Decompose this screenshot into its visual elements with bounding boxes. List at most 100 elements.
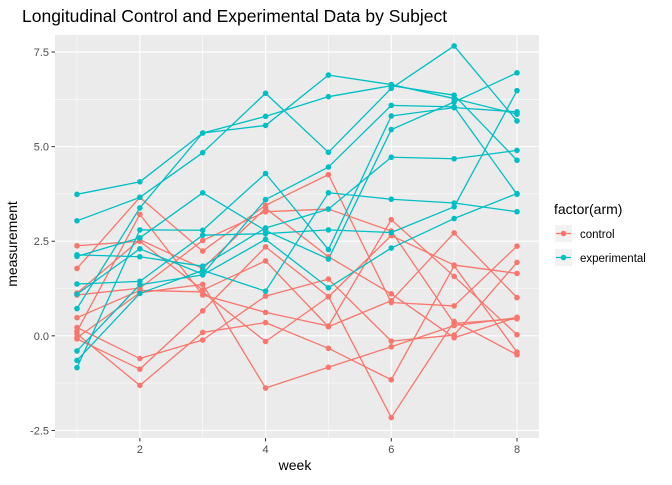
plot-panel: [55, 35, 539, 438]
data-point-control: [262, 205, 269, 212]
data-point-control: [514, 243, 520, 249]
data-point-control: [199, 308, 206, 314]
data-point-experimental: [137, 235, 143, 241]
y-axis: -2.5 0.0 2.5 5.0 7.5: [30, 47, 55, 437]
data-point-experimental: [262, 90, 269, 97]
data-point-control: [388, 344, 395, 350]
data-point-experimental: [514, 118, 520, 124]
x-tick-label: 4: [263, 444, 269, 456]
data-point-experimental: [388, 113, 395, 119]
data-point-control: [325, 323, 332, 329]
data-point-experimental: [262, 170, 269, 177]
data-point-experimental: [137, 290, 143, 297]
data-point-experimental: [199, 232, 206, 238]
series-line-experimental-19: [76, 149, 518, 267]
data-point-experimental: [325, 227, 332, 233]
data-point-control: [325, 345, 332, 352]
data-point-experimental: [199, 149, 206, 156]
data-point-experimental: [514, 70, 520, 76]
series-line-control-10: [76, 207, 518, 339]
data-point-experimental: [199, 263, 206, 270]
chart-title: Longitudinal Control and Experimental Da…: [22, 6, 447, 26]
x-axis-title: week: [278, 457, 313, 473]
data-point-experimental: [451, 155, 457, 162]
data-point-experimental: [325, 206, 332, 212]
data-point-control: [514, 270, 520, 277]
x-tick-label: 6: [388, 444, 394, 456]
data-point-experimental: [74, 357, 80, 364]
data-point-control: [137, 211, 143, 218]
data-point-experimental: [514, 147, 520, 154]
data-point-experimental: [74, 364, 80, 371]
legend-title: factor(arm): [554, 201, 622, 217]
data-point-experimental: [137, 253, 143, 260]
data-point-experimental: [325, 93, 332, 100]
data-point-experimental: [514, 208, 520, 215]
data-point-experimental: [262, 225, 269, 231]
y-tick-label: -2.5: [30, 425, 49, 437]
y-tick-label: 0.0: [34, 331, 49, 343]
data-point-control: [74, 314, 80, 321]
data-point-control: [262, 338, 269, 345]
data-point-experimental: [388, 229, 395, 236]
series-line-control-5: [76, 261, 518, 360]
data-point-experimental: [325, 149, 332, 156]
data-point-control: [388, 414, 395, 421]
data-point-experimental: [137, 227, 143, 233]
legend-item-control: control: [555, 225, 615, 242]
data-point-control: [325, 293, 332, 300]
data-point-control: [199, 281, 206, 288]
data-point-control: [514, 314, 520, 321]
data-point-experimental: [262, 288, 269, 294]
data-point-control: [388, 216, 395, 223]
data-point-experimental: [325, 189, 332, 196]
data-point-control: [325, 171, 332, 178]
y-tick-label: 2.5: [34, 236, 49, 248]
series-line-experimental-14: [76, 90, 518, 285]
data-point-control: [262, 309, 269, 316]
data-point-experimental: [74, 217, 80, 224]
data-point-experimental: [388, 102, 395, 109]
data-point-experimental: [325, 164, 332, 170]
data-point-control: [325, 364, 332, 371]
data-point-experimental: [388, 82, 395, 89]
data-point-control: [514, 331, 520, 338]
data-point-experimental: [388, 154, 395, 161]
data-point-experimental: [325, 284, 332, 291]
data-point-experimental: [451, 215, 457, 222]
data-point-control: [199, 292, 206, 298]
series-line-experimental-11: [76, 74, 518, 195]
data-point-experimental: [388, 245, 395, 251]
data-point-control: [451, 230, 457, 236]
series-line-experimental-20: [76, 104, 518, 295]
data-point-experimental: [137, 245, 143, 252]
data-point-experimental: [325, 256, 332, 262]
x-axis: 2 4 6 8: [137, 438, 520, 456]
data-point-experimental: [451, 200, 457, 206]
series-line-control-3: [76, 208, 518, 324]
legend-item-experimental: experimental: [555, 249, 646, 266]
legend-key-point-experimental: [560, 254, 567, 261]
data-point-experimental: [137, 205, 143, 211]
data-point-control: [74, 265, 80, 272]
data-point-experimental: [451, 92, 457, 98]
data-point-experimental: [199, 271, 206, 277]
data-point-control: [388, 376, 395, 383]
series-line-control-7: [76, 265, 518, 387]
data-point-experimental: [325, 246, 332, 253]
data-point-experimental: [388, 126, 395, 133]
data-point-experimental: [262, 230, 269, 237]
data-point-control: [262, 293, 269, 299]
data-point-experimental: [74, 305, 80, 312]
data-point-experimental: [74, 291, 80, 298]
legend-label-control: control: [580, 229, 615, 241]
data-point-control: [451, 334, 457, 341]
data-point-control: [199, 248, 206, 254]
data-point-experimental: [74, 348, 80, 354]
series-line-experimental-18: [76, 192, 518, 361]
data-point-experimental: [262, 122, 269, 129]
data-point-experimental: [199, 227, 206, 234]
legend-key-point-control: [560, 230, 567, 237]
x-tick-label: 8: [514, 444, 520, 456]
data-point-experimental: [325, 72, 332, 78]
